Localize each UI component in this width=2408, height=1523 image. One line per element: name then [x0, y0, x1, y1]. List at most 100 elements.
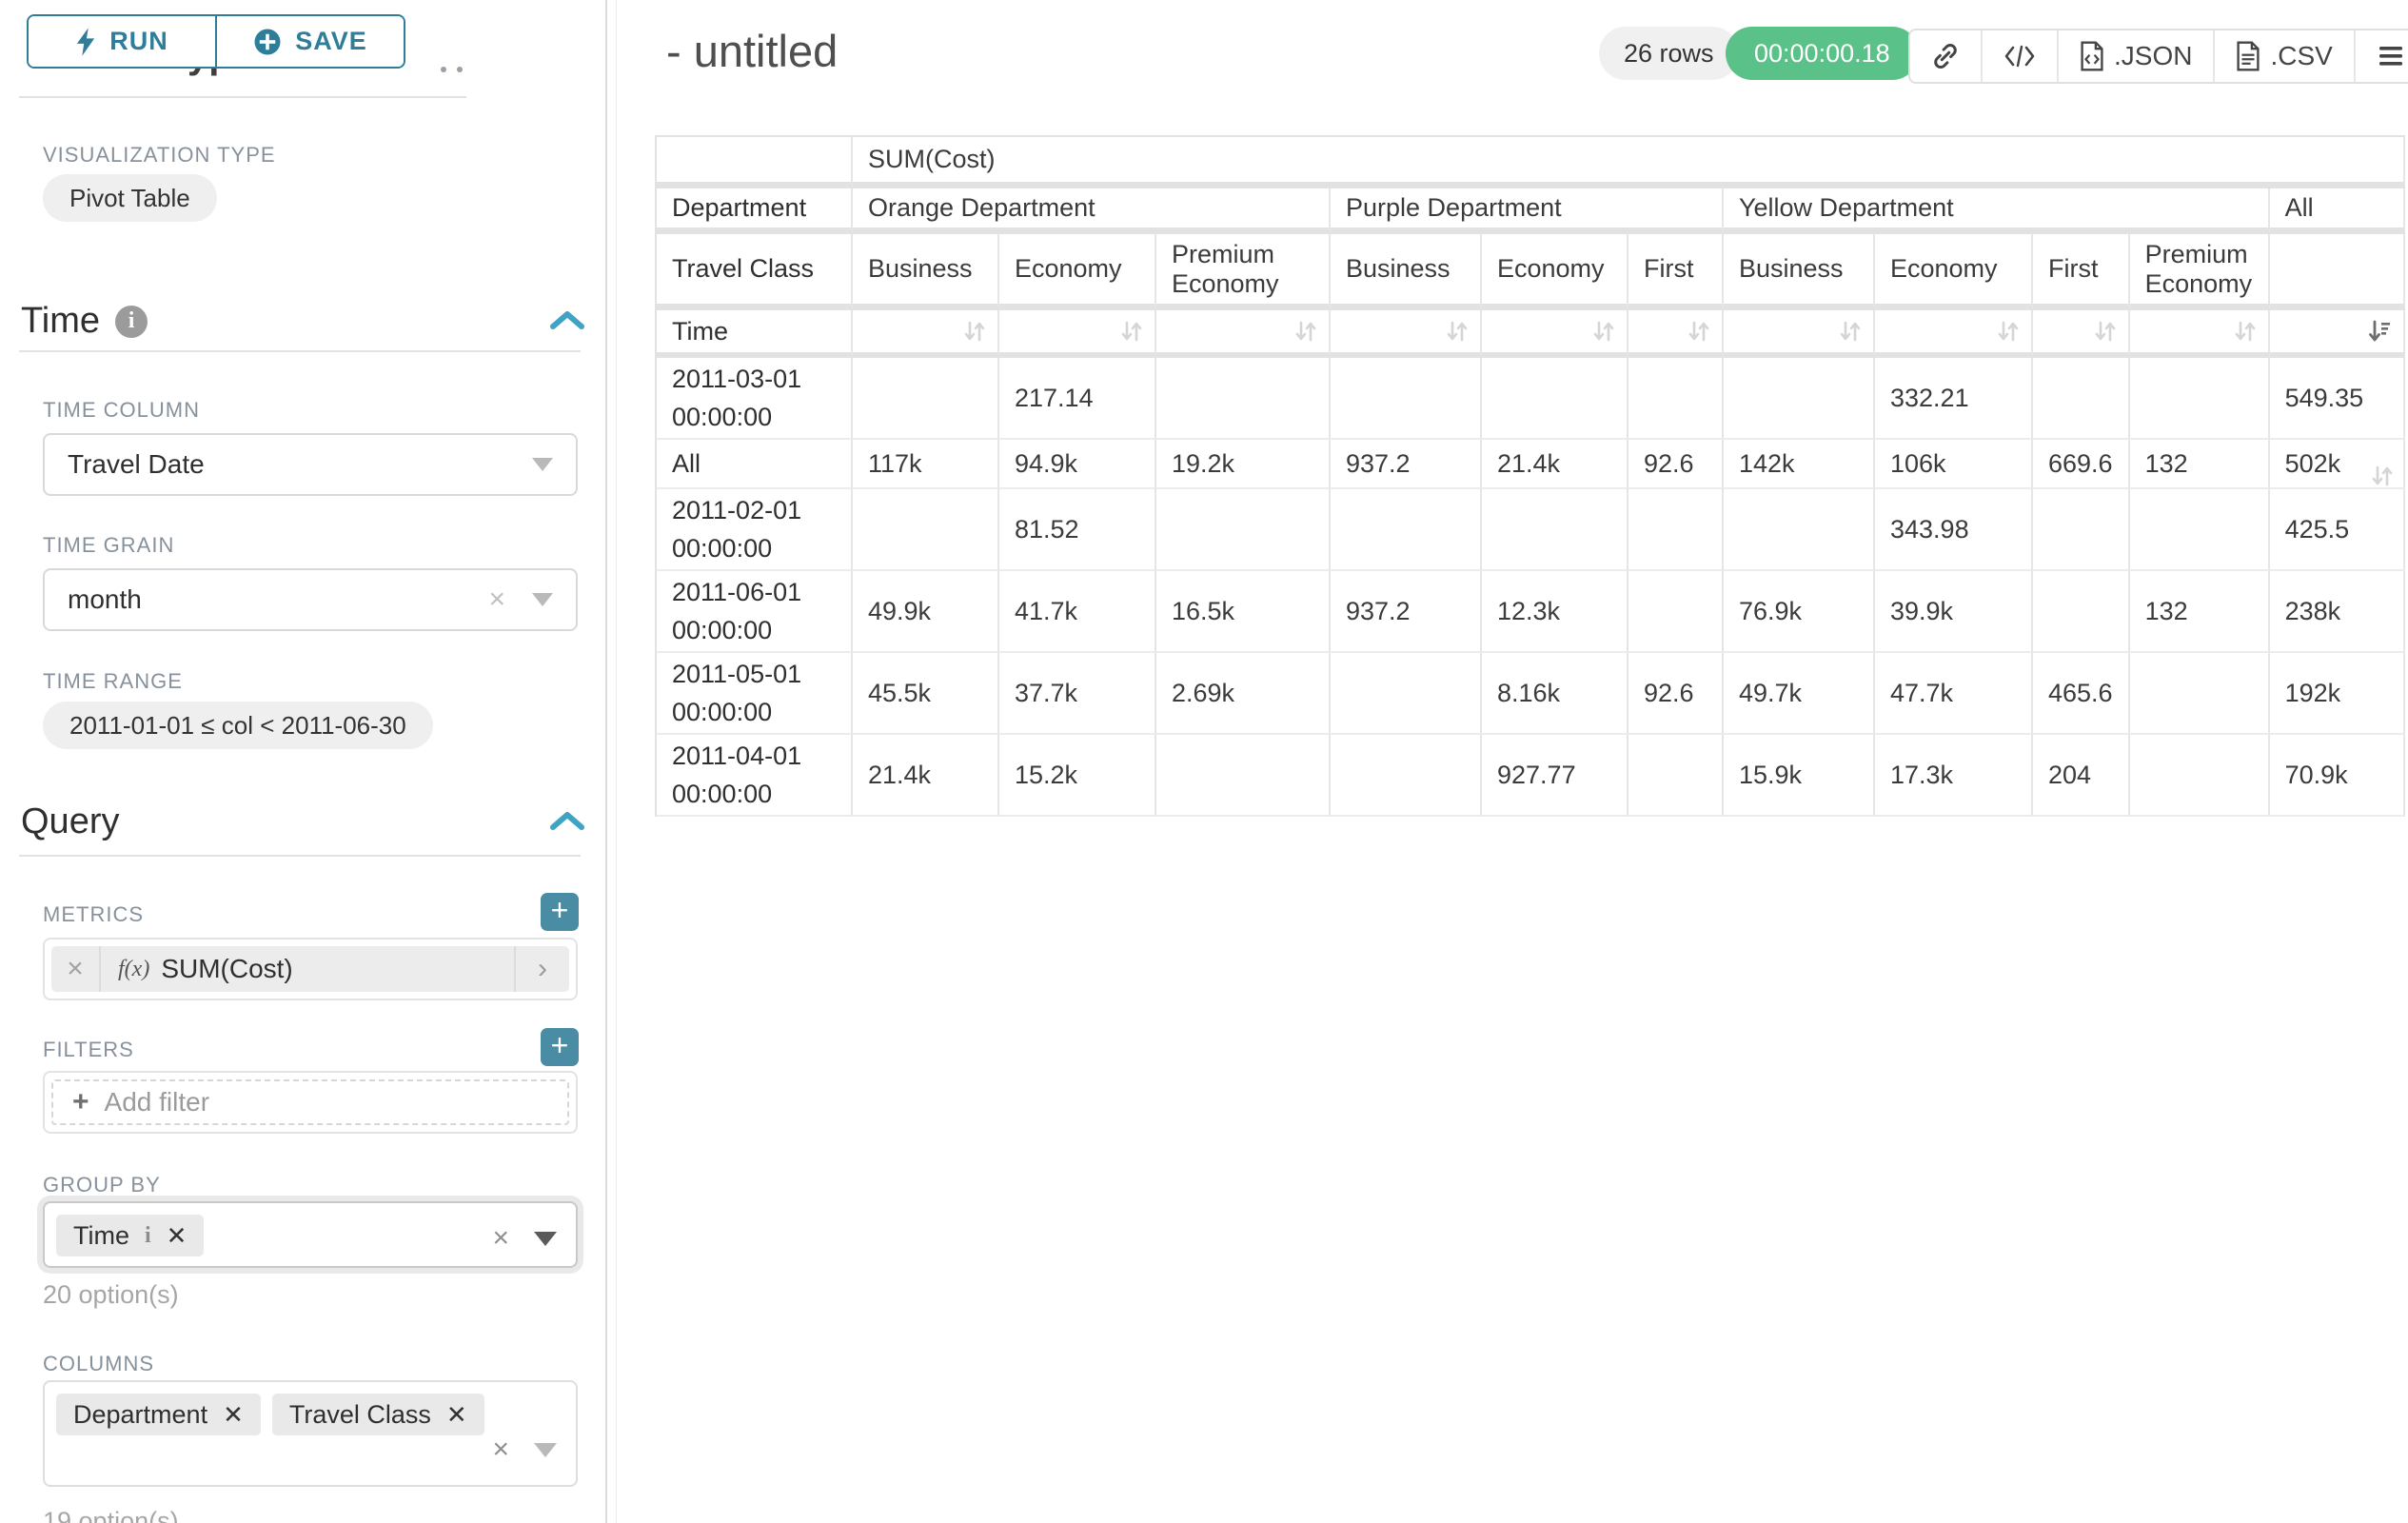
- value-cell: [1628, 735, 1724, 817]
- remove-tag-icon[interactable]: ✕: [446, 1400, 467, 1430]
- time-range-value[interactable]: 2011-01-01 ≤ col < 2011-06-30: [43, 702, 433, 749]
- export-json-button[interactable]: .JSON: [2057, 30, 2213, 82]
- value-cell: 132: [2130, 440, 2270, 489]
- add-metric-button[interactable]: +: [541, 893, 579, 931]
- value-cell: [2130, 653, 2270, 735]
- chart-menu-button[interactable]: [2354, 30, 2408, 82]
- remove-tag-icon[interactable]: ✕: [223, 1400, 244, 1430]
- save-button[interactable]: SAVE: [215, 16, 404, 67]
- view-query-button[interactable]: [1981, 30, 2057, 82]
- sort-cell[interactable]: [1724, 310, 1875, 358]
- value-cell: [1482, 489, 1628, 571]
- info-icon: i: [145, 1223, 151, 1249]
- filters-label: FILTERS: [43, 1038, 134, 1062]
- export-toolbar: .JSON .CSV: [1908, 29, 2408, 84]
- corner-cell: [657, 137, 853, 188]
- sort-cell[interactable]: [2033, 310, 2130, 358]
- value-cell: 70.9k: [2270, 735, 2405, 817]
- caret-down-icon[interactable]: [534, 1443, 557, 1457]
- value-cell: 47.7k: [1875, 653, 2033, 735]
- sort-icon[interactable]: [1592, 319, 1615, 344]
- sort-cell[interactable]: [1156, 310, 1331, 358]
- collapse-time-section-icon[interactable]: [550, 310, 584, 329]
- value-cell: [1724, 489, 1875, 571]
- value-cell: 15.2k: [999, 735, 1156, 817]
- query-section-header[interactable]: Query: [21, 801, 119, 842]
- value-cell: [1156, 735, 1331, 817]
- travel-class-header: [2270, 234, 2405, 310]
- travel-class-header: Business: [1724, 234, 1875, 310]
- sort-icon[interactable]: [1997, 319, 2020, 344]
- remove-metric-icon[interactable]: ×: [51, 946, 101, 992]
- value-cell: 937.2: [1331, 571, 1482, 653]
- value-cell: 204: [2033, 735, 2130, 817]
- sort-cell[interactable]: [2130, 310, 2270, 358]
- columns-select[interactable]: Department✕ Travel Class✕ ×: [43, 1380, 578, 1487]
- time-grain-select[interactable]: month ×: [43, 568, 578, 631]
- sort-cell[interactable]: [1875, 310, 2033, 358]
- sort-cell[interactable]: [1628, 310, 1724, 358]
- sort-icon[interactable]: [963, 319, 986, 344]
- visualization-type-label: VISUALIZATION TYPE: [43, 143, 276, 168]
- clear-icon[interactable]: ×: [488, 583, 505, 616]
- value-cell: 16.5k: [1156, 571, 1331, 653]
- value-cell: 76.9k: [1724, 571, 1875, 653]
- value-cell: [1331, 653, 1482, 735]
- columns-tag[interactable]: Department✕: [56, 1394, 261, 1435]
- row-label-cell: 2011-03-0100:00:00: [657, 358, 853, 440]
- file-text-icon: [2236, 41, 2260, 71]
- sort-desc-active-icon[interactable]: [2367, 319, 2392, 344]
- metric-pill[interactable]: × f(x) SUM(Cost) ›: [51, 946, 569, 992]
- fx-icon: f(x): [118, 957, 149, 982]
- value-cell: 8.16k: [1482, 653, 1628, 735]
- chevron-right-icon[interactable]: ›: [514, 946, 569, 992]
- sort-icon[interactable]: [1839, 319, 1862, 344]
- code-icon: [2003, 44, 2036, 69]
- add-filter-plus-button[interactable]: +: [541, 1028, 579, 1066]
- value-cell: 92.6: [1628, 440, 1724, 489]
- sort-icon[interactable]: [1688, 319, 1710, 344]
- department-group-header: Yellow Department: [1724, 188, 2270, 234]
- value-cell: 15.9k: [1724, 735, 1875, 817]
- sort-icon[interactable]: [2094, 319, 2117, 344]
- sort-icon[interactable]: [1446, 319, 1469, 344]
- remove-tag-icon[interactable]: ✕: [167, 1221, 188, 1251]
- time-section-header[interactable]: Time i: [21, 301, 148, 342]
- table-row: 2011-04-0100:00:0021.4k15.2k927.7715.9k1…: [657, 735, 2405, 817]
- collapse-query-section-icon[interactable]: [550, 811, 584, 830]
- sort-cell[interactable]: [1482, 310, 1628, 358]
- clear-icon[interactable]: ×: [492, 1434, 509, 1466]
- table-row: 2011-03-0100:00:00217.14332.21549.35: [657, 358, 2405, 440]
- add-filter-button[interactable]: + Add filter: [51, 1079, 569, 1125]
- value-cell: 49.7k: [1724, 653, 1875, 735]
- row-label-cell: 2011-02-0100:00:00: [657, 489, 853, 571]
- clear-icon[interactable]: ×: [492, 1222, 509, 1255]
- hamburger-menu-icon: [2377, 44, 2405, 69]
- sort-cell[interactable]: [853, 310, 999, 358]
- group-by-tag[interactable]: Timei✕: [56, 1215, 204, 1256]
- time-grain-label: TIME GRAIN: [43, 533, 174, 558]
- department-group-header: All: [2270, 188, 2405, 234]
- sort-icon[interactable]: [1294, 319, 1317, 344]
- export-csv-button[interactable]: .CSV: [2213, 30, 2353, 82]
- value-cell: 39.9k: [1875, 571, 2033, 653]
- sort-cell-active[interactable]: [2270, 310, 2405, 358]
- run-button[interactable]: RUN: [29, 16, 215, 67]
- caret-down-icon[interactable]: [534, 1232, 557, 1246]
- value-cell: 142k: [1724, 440, 1875, 489]
- sort-cell[interactable]: [1331, 310, 1482, 358]
- value-cell: 92.6: [1628, 653, 1724, 735]
- sort-icon[interactable]: [2234, 319, 2257, 344]
- time-column-select[interactable]: Travel Date: [43, 433, 578, 496]
- columns-tag[interactable]: Travel Class✕: [272, 1394, 484, 1435]
- visualization-type-value[interactable]: Pivot Table: [43, 174, 217, 222]
- chart-type-chevron-fragment: [441, 67, 446, 72]
- value-cell: 927.77: [1482, 735, 1628, 817]
- group-by-select[interactable]: Timei✕ ×: [43, 1201, 578, 1268]
- chart-title[interactable]: - untitled: [666, 25, 838, 77]
- time-axis-label[interactable]: Time: [657, 310, 853, 358]
- travel-class-header: Premium Economy: [1156, 234, 1331, 310]
- sort-icon[interactable]: [1120, 319, 1143, 344]
- sort-cell[interactable]: [999, 310, 1156, 358]
- copy-link-button[interactable]: [1910, 30, 1981, 82]
